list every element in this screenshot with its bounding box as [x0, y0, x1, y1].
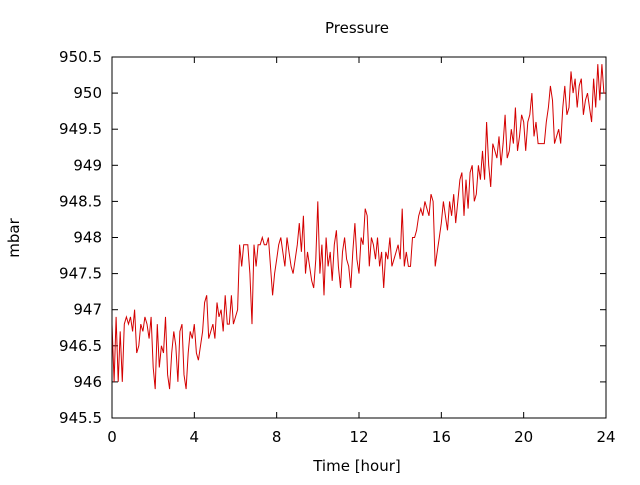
y-axis-label: mbar	[5, 217, 23, 257]
plot-area-border	[111, 56, 607, 419]
y-tick-label: 950.5	[59, 48, 102, 66]
y-tick-label: 946.5	[59, 337, 102, 355]
y-tick-label: 949.5	[59, 120, 102, 138]
x-tick-label: 12	[349, 428, 368, 446]
x-tick-label: 24	[596, 428, 615, 446]
x-axis-ticks: 0 4 8 12 16 20 24	[107, 57, 616, 446]
x-tick-label: 16	[432, 428, 451, 446]
y-tick-label: 947	[73, 301, 102, 319]
x-tick-label: 4	[190, 428, 200, 446]
y-tick-label: 947.5	[59, 265, 102, 283]
x-tick-label: 20	[514, 428, 533, 446]
x-axis-label: Time [hour]	[312, 457, 401, 475]
chart-title: Pressure	[325, 19, 389, 37]
y-tick-label: 948	[73, 229, 102, 247]
x-tick-label: 8	[272, 428, 282, 446]
y-tick-label: 949	[73, 156, 102, 174]
y-axis-ticks: 945.5 946 946.5 947 947.5 948 948.5 949 949.5 950…	[59, 48, 606, 427]
y-tick-label: 948.5	[59, 192, 102, 210]
y-tick-label: 950	[73, 84, 102, 102]
y-tick-label: 945.5	[59, 409, 102, 427]
x-tick-label: 0	[107, 428, 117, 446]
y-tick-label: 946	[73, 373, 102, 391]
pressure-series-line	[111, 64, 606, 390]
